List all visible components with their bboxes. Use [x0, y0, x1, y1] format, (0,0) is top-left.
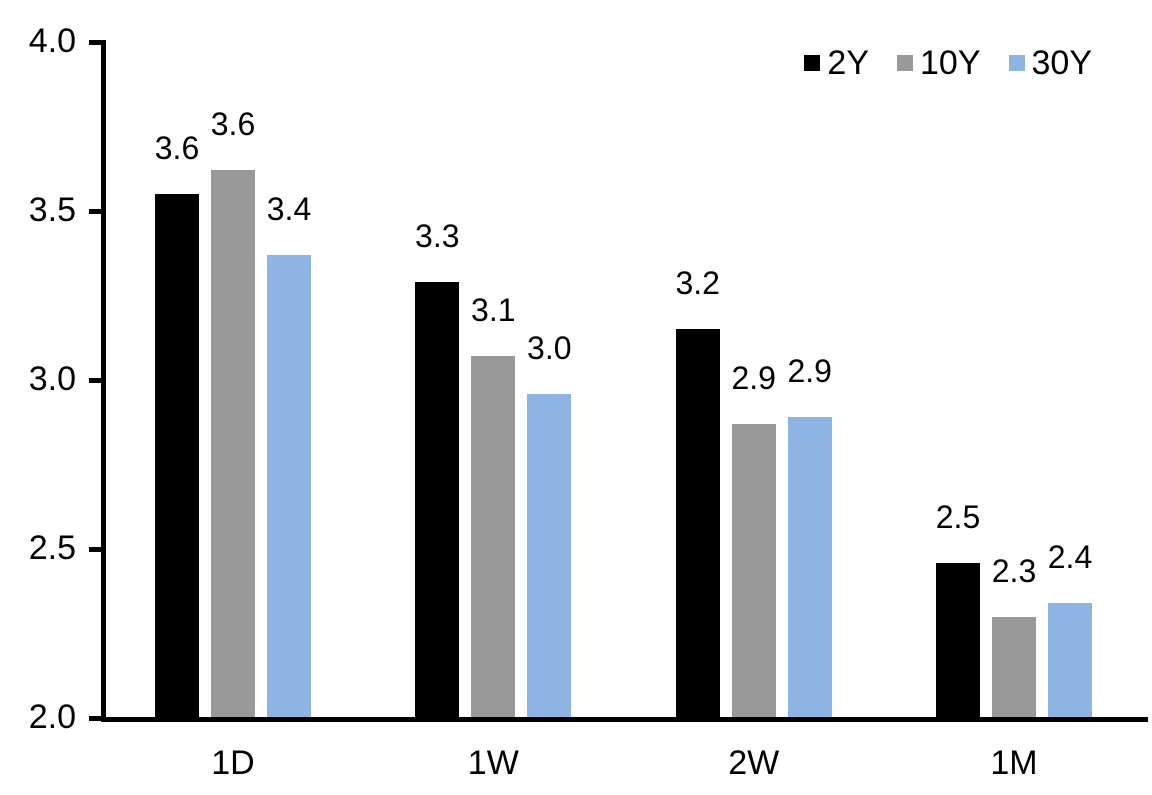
x-category-label-1m: 1M — [990, 744, 1038, 782]
legend-item-10y: 10Y — [897, 46, 981, 80]
bar-2y-2w — [675, 329, 720, 718]
data-label-2y-1w: 3.3 — [415, 217, 460, 254]
y-tick — [89, 546, 101, 552]
data-label-10y-1w: 3.1 — [471, 292, 516, 329]
y-tick-label: 2.5 — [28, 529, 76, 567]
bar-30y-1w — [527, 393, 572, 718]
y-tick-label: 4.0 — [28, 22, 76, 60]
bar-10y-1w — [471, 356, 516, 718]
data-label-10y-1m: 2.3 — [991, 552, 1037, 589]
bar-30y-2w — [787, 417, 832, 718]
y-tick — [89, 208, 101, 214]
bar-2y-1m — [936, 562, 980, 718]
bar-10y-2w — [731, 423, 776, 718]
y-tick-label: 3.5 — [28, 191, 76, 229]
bar-30y-1m — [1048, 603, 1092, 718]
bar-30y-1d — [267, 254, 311, 718]
data-label-30y-1d: 3.4 — [266, 190, 312, 227]
data-label-2y-2w: 3.2 — [675, 265, 720, 302]
y-tick — [89, 715, 101, 721]
legend-item-30y: 30Y — [1008, 44, 1093, 82]
y-tick-label: 3.0 — [28, 360, 76, 398]
legend-item-2y: 2Y — [804, 46, 869, 80]
y-tick-label: 2.0 — [28, 698, 76, 736]
data-label-2y-1m: 2.5 — [935, 498, 981, 535]
legend-label-2y: 2Y — [827, 44, 869, 82]
bar-10y-1m — [992, 616, 1036, 718]
data-label-2y-1d: 3.6 — [154, 130, 200, 167]
data-label-30y-2w: 2.9 — [787, 353, 832, 390]
x-axis-line — [101, 717, 1148, 722]
x-category-label-1d: 1D — [211, 744, 255, 782]
legend-label-10y: 10Y — [920, 44, 981, 82]
legend-swatch-2y-icon — [804, 55, 821, 71]
y-tick — [89, 39, 101, 45]
legend-swatch-30y-icon — [1008, 55, 1025, 71]
bar-10y-1d — [211, 170, 255, 718]
data-label-30y-1m: 2.4 — [1047, 539, 1093, 576]
y-tick — [89, 377, 101, 383]
legend-label-30y: 30Y — [1031, 44, 1093, 82]
y-axis-line — [101, 40, 106, 722]
bar-2y-1w — [415, 281, 460, 718]
data-label-30y-1w: 3.0 — [527, 329, 572, 366]
chart-legend: 2Y 10Y 30Y — [804, 46, 1092, 80]
bar-2y-1d — [155, 194, 199, 718]
x-category-label-2w: 2W — [728, 744, 780, 782]
data-label-10y-1d: 3.6 — [210, 106, 256, 143]
legend-swatch-10y-icon — [897, 55, 913, 71]
x-category-label-1w: 1W — [467, 744, 519, 782]
data-label-10y-2w: 2.9 — [731, 359, 776, 396]
